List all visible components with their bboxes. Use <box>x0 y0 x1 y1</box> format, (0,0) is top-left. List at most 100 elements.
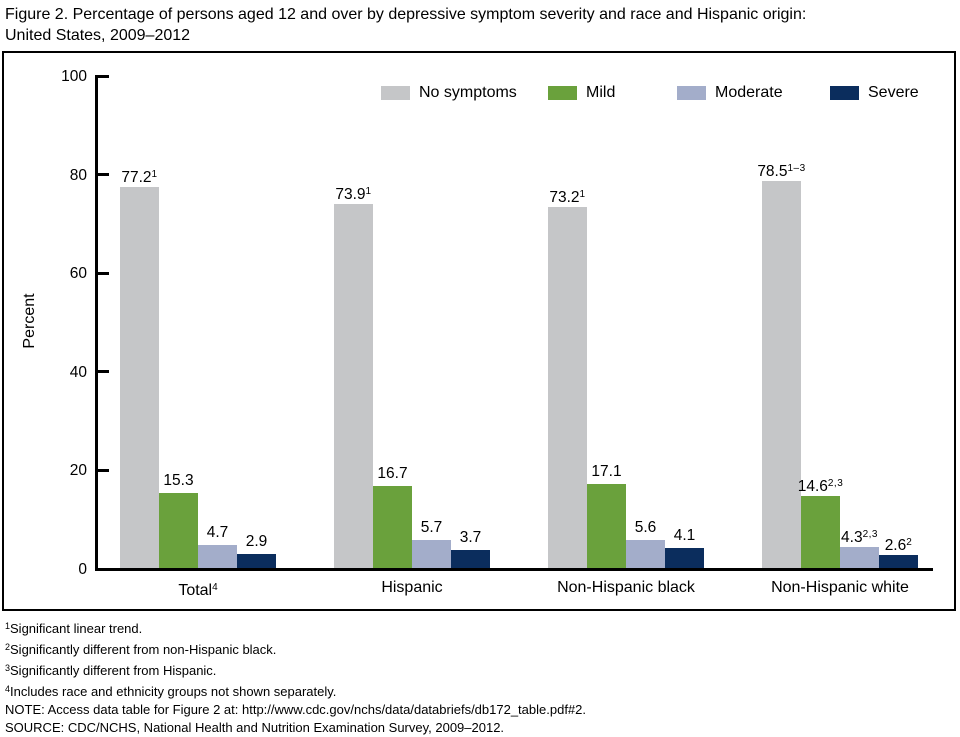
bar-non-hispanic-black-moderate <box>626 540 665 568</box>
bar-value-label-non-hispanic-white-severe: 2.62 <box>849 533 948 555</box>
bar-value-text: 2.9 <box>245 532 268 550</box>
bar-value-text: 16.7 <box>377 464 408 482</box>
bar-value-text: 78.5 <box>757 162 788 180</box>
bar-non-hispanic-black-mild <box>587 483 626 568</box>
bar-value-text: 4.7 <box>206 523 229 541</box>
bar-non-hispanic-white-severe <box>879 555 918 568</box>
bar-value-label-hispanic-moderate: 5.7 <box>382 518 481 537</box>
bar-value-label-non-hispanic-white-no-symptoms: 78.51–3 <box>732 159 831 181</box>
chart-area: Percent No symptoms Mild Moderate Severe 0 20… <box>2 51 956 611</box>
category-label-text: Total <box>178 582 213 599</box>
bar-value-superscript: 1 <box>365 185 372 197</box>
bar-value-text: 3.7 <box>459 528 482 546</box>
y-axis-tick-80 <box>98 173 109 177</box>
bar-value-label-hispanic-no-symptoms: 73.91 <box>304 182 403 204</box>
footnote-line-3: 3Significantly different from Hispanic. <box>5 659 955 680</box>
bar-non-hispanic-black-severe <box>665 547 704 568</box>
y-axis-tick-40 <box>98 370 109 374</box>
y-tick-label-100: 100 <box>61 68 87 85</box>
footnote-superscript: 4 <box>5 684 11 694</box>
bar-value-text: 14.6 <box>797 478 828 496</box>
y-axis-tick-20 <box>98 468 109 472</box>
bar-total-moderate <box>198 544 237 568</box>
footnote-line-6: SOURCE: CDC/NCHS, National Health and Nu… <box>5 719 955 737</box>
bar-non-hispanic-white-moderate <box>840 546 879 568</box>
y-axis-line <box>95 75 98 571</box>
bar-value-label-total-severe: 2.9 <box>207 532 306 551</box>
category-label-text: Hispanic <box>381 579 443 596</box>
legend-label-moderate: Moderate <box>715 84 783 101</box>
bar-value-text: 2.6 <box>884 537 907 555</box>
bar-value-label-non-hispanic-black-moderate: 5.6 <box>596 518 695 537</box>
y-tick-label-20: 20 <box>69 462 87 480</box>
footnote-line-2: 2Significantly different from non-Hispan… <box>5 638 955 659</box>
legend-label-severe: Severe <box>868 84 919 101</box>
legend-item-severe: Severe <box>830 84 919 102</box>
y-axis-label: Percent <box>21 293 38 349</box>
y-tick-label-60: 60 <box>69 265 87 283</box>
bar-value-label-non-hispanic-black-no-symptoms: 73.21 <box>518 185 617 207</box>
category-label-total: Total4 <box>96 578 300 601</box>
bar-value-superscript: 1 <box>151 169 158 181</box>
legend-label-no-symptoms: No symptoms <box>419 84 517 101</box>
bar-value-label-total-no-symptoms: 77.21 <box>90 165 189 187</box>
footnotes: 1Significant linear trend. 2Significantly… <box>5 617 955 737</box>
bar-value-superscript: 1 <box>579 189 586 201</box>
footnote-line-5: NOTE: Access data table for Figure 2 at:… <box>5 701 955 719</box>
bar-value-superscript: 2,3 <box>827 478 844 490</box>
footnote-line-1: 1Significant linear trend. <box>5 617 955 638</box>
bar-hispanic-mild <box>373 485 412 568</box>
category-label-text: Non-Hispanic white <box>771 579 909 596</box>
y-tick-label-80: 80 <box>69 166 87 184</box>
bar-non-hispanic-black-no-symptoms <box>548 207 587 568</box>
bar-value-label-non-hispanic-white-moderate: 4.32,3 <box>810 525 909 547</box>
y-tick-label-40: 40 <box>69 363 87 381</box>
category-label-non-hispanic-black: Non-Hispanic black <box>524 578 728 598</box>
x-axis-line <box>95 568 933 571</box>
bar-value-text: 5.6 <box>634 519 657 537</box>
bar-value-label-hispanic-mild: 16.7 <box>343 464 442 483</box>
footnote-superscript: 1 <box>5 621 11 631</box>
legend-swatch-mild <box>548 86 577 100</box>
legend-swatch-moderate <box>677 86 706 100</box>
footnote-text: Significantly different from Hispanic. <box>10 663 217 678</box>
legend-label-mild: Mild <box>586 84 616 101</box>
bar-value-label-non-hispanic-black-severe: 4.1 <box>635 526 734 545</box>
y-axis-tick-100 <box>98 74 109 78</box>
footnote-text: SOURCE: CDC/NCHS, National Health and Nu… <box>5 720 505 735</box>
bar-value-superscript: 2,3 <box>862 528 878 540</box>
bar-non-hispanic-white-mild <box>801 496 840 568</box>
bar-total-severe <box>237 553 276 568</box>
bar-value-superscript: 1–3 <box>787 162 806 174</box>
legend-item-mild: Mild <box>548 84 615 102</box>
footnote-text: Significantly different from non-Hispani… <box>10 642 277 657</box>
figure-title: Figure 2. Percentage of persons aged 12 … <box>5 4 955 46</box>
bar-value-superscript: 2 <box>906 537 913 549</box>
bar-value-label-non-hispanic-black-mild: 17.1 <box>557 462 656 481</box>
figure-title-line2: United States, 2009–2012 <box>5 27 191 44</box>
legend-item-moderate: Moderate <box>677 84 783 102</box>
bar-value-text: 15.3 <box>163 471 194 489</box>
y-tick-label-0: 0 <box>78 561 87 578</box>
bar-value-text: 5.7 <box>420 518 443 536</box>
bar-value-text: 4.1 <box>673 526 696 544</box>
category-label-superscript: 4 <box>212 582 218 593</box>
category-label-text: Non-Hispanic black <box>557 579 695 596</box>
footnote-text: NOTE: Access data table for Figure 2 at:… <box>5 702 587 717</box>
bar-hispanic-severe <box>451 549 490 568</box>
bar-value-text: 73.9 <box>335 185 366 203</box>
figure-title-line1: Figure 2. Percentage of persons aged 12 … <box>5 6 807 23</box>
footnote-text: Includes race and ethnicity groups not s… <box>10 684 337 699</box>
bar-value-label-hispanic-severe: 3.7 <box>421 528 520 547</box>
category-label-hispanic: Hispanic <box>310 578 514 598</box>
bar-value-text: 4.3 <box>841 528 863 546</box>
footnote-superscript: 3 <box>5 663 11 673</box>
bar-value-text: 77.2 <box>121 169 152 187</box>
bar-non-hispanic-white-no-symptoms <box>762 180 801 568</box>
bar-value-label-non-hispanic-white-mild: 14.62,3 <box>771 474 870 496</box>
bar-total-no-symptoms <box>120 187 159 568</box>
bar-value-label-total-moderate: 4.7 <box>168 523 267 542</box>
legend-swatch-severe <box>830 86 859 100</box>
bar-value-label-total-mild: 15.3 <box>129 471 228 490</box>
